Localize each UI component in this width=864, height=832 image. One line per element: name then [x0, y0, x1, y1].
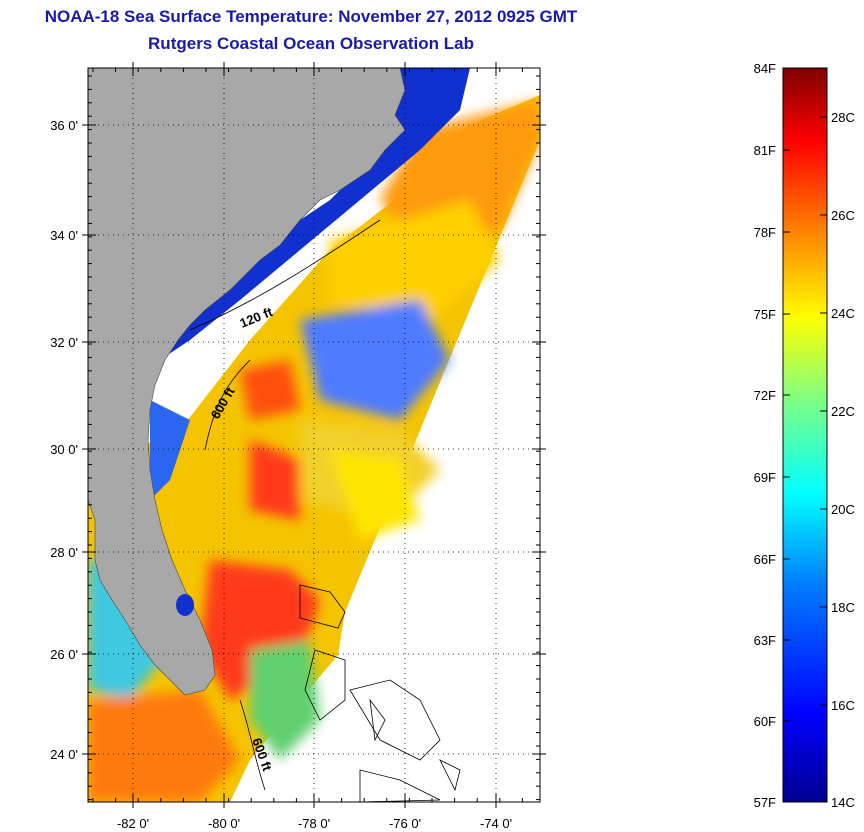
map-area [88, 68, 540, 802]
lat-label: 36 0' [50, 118, 78, 133]
depth-contour-600-south [239, 699, 266, 791]
lat-label: 26 0' [50, 647, 78, 662]
lat-label: 24 0' [50, 747, 78, 762]
lon-label: -76 0' [389, 816, 421, 831]
lat-label: 34 0' [50, 228, 78, 243]
colorbar-c-label: 18C [831, 600, 855, 615]
colorbar-c-label: 20C [831, 502, 855, 517]
lat-label: 32 0' [50, 335, 78, 350]
lon-label: -82 0' [117, 816, 149, 831]
colorbar-f-label: 84F [754, 61, 776, 76]
colorbar-c-label: 22C [831, 404, 855, 419]
map-subtitle: Rutgers Coastal Ocean Observation Lab [148, 34, 474, 53]
lon-label: -74 0' [480, 816, 512, 831]
bahamas-outlines [299, 584, 461, 802]
frame-ticks [82, 62, 546, 808]
colorbar-f-label: 57F [754, 795, 776, 810]
colorbar-f-label: 69F [754, 470, 776, 485]
lat-label: 30 0' [50, 442, 78, 457]
color-bar-gradient [782, 67, 828, 803]
lon-label: -80 0' [208, 816, 240, 831]
colorbar-f-label: 78F [754, 225, 776, 240]
color-bar: 84F 81F 78F 75F 72F 69F 66F 63F 60F 57F … [754, 61, 855, 810]
lat-label: 28 0' [50, 545, 78, 560]
depth-contour-120 [189, 219, 381, 331]
colorbar-c-label: 24C [831, 306, 855, 321]
map-title: NOAA-18 Sea Surface Temperature: Novembe… [44, 7, 578, 26]
colorbar-c-label: 16C [831, 698, 855, 713]
colorbar-c-label: 26C [831, 208, 855, 223]
colorbar-c-label: 28C [831, 110, 855, 125]
lon-label: -78 0' [298, 816, 330, 831]
colorbar-f-label: 75F [754, 307, 776, 322]
colorbar-f-label: 60F [754, 714, 776, 729]
latitude-labels: 36 0' 34 0' 32 0' 30 0' 28 0' 26 0' 24 0… [50, 118, 78, 762]
land-mass [88, 68, 406, 696]
colorbar-c-label: 14C [831, 795, 855, 810]
colorbar-f-label: 66F [754, 552, 776, 567]
colorbar-f-label: 72F [754, 388, 776, 403]
colorbar-f-label: 63F [754, 633, 776, 648]
lake-okeechobee [176, 594, 194, 616]
longitude-labels: -82 0' -80 0' -78 0' -76 0' -74 0' [117, 816, 512, 831]
colorbar-f-label: 81F [754, 143, 776, 158]
graticule [88, 68, 540, 802]
